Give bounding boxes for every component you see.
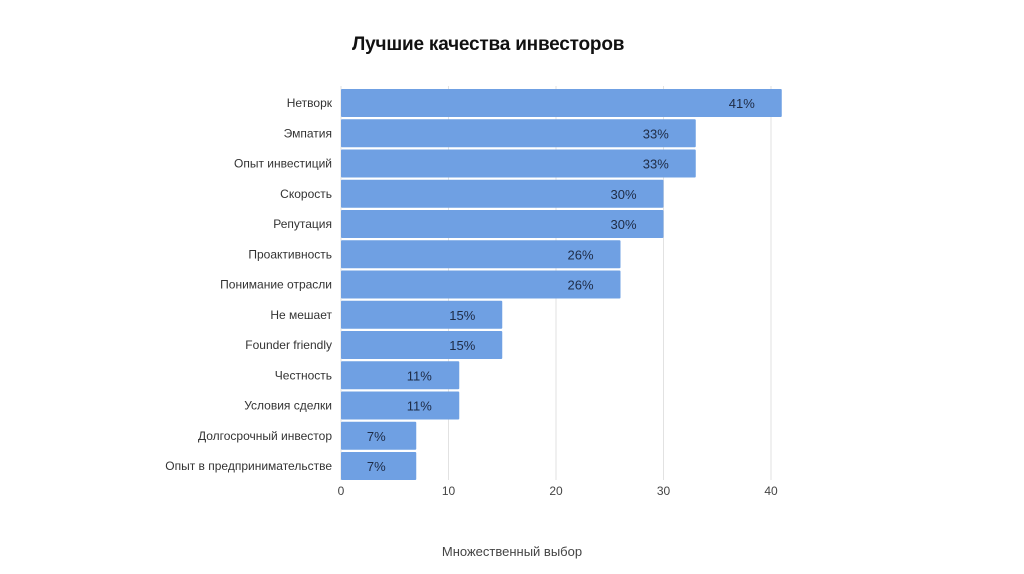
category-label: Не мешает (270, 308, 332, 322)
bar (341, 210, 664, 238)
chart-footer-note: Множественный выбор (441, 544, 583, 559)
category-label: Эмпатия (284, 126, 332, 140)
bar (341, 149, 696, 178)
category-label: Понимание отрасли (220, 278, 332, 292)
category-label: Честность (275, 368, 332, 382)
data-label: 33% (643, 126, 669, 141)
category-label: Репутация (273, 217, 332, 231)
data-label: 11% (407, 368, 432, 383)
bar (341, 361, 460, 390)
data-label: 7% (367, 429, 386, 444)
category-label: Скорость (280, 187, 332, 201)
x-tick-label: 10 (442, 484, 456, 498)
data-label: 11% (407, 399, 432, 414)
category-label: Опыт инвестиций (234, 157, 332, 171)
data-label: 30% (610, 217, 636, 232)
x-tick-label: 20 (549, 484, 563, 498)
x-tick-label: 30 (657, 484, 671, 498)
x-tick-label: 40 (764, 484, 778, 498)
bar (341, 179, 664, 208)
data-label: 7% (367, 459, 386, 474)
bar (341, 270, 621, 299)
bar (341, 300, 503, 329)
data-label: 26% (567, 278, 593, 293)
bar (341, 89, 782, 117)
bar (341, 421, 417, 450)
category-label: Нетворк (287, 96, 333, 110)
bar (341, 240, 621, 269)
data-label: 26% (567, 247, 593, 262)
data-label: 15% (449, 308, 475, 323)
category-label: Долгосрочный инвестор (198, 429, 332, 443)
data-label: 30% (610, 187, 636, 202)
data-label: 33% (643, 157, 669, 172)
bar (341, 391, 460, 420)
category-label: Условия сделки (244, 399, 332, 413)
x-tick-label: 0 (338, 484, 345, 498)
data-label: 15% (449, 338, 475, 353)
bar (341, 452, 417, 480)
chart-title: Лучшие качества инвесторов (352, 34, 625, 55)
category-label: Опыт в предпринимательстве (165, 459, 332, 473)
bar (341, 119, 696, 148)
category-label: Founder friendly (245, 338, 332, 352)
bar (341, 331, 503, 359)
category-label: Проактивность (248, 247, 332, 261)
data-label: 41% (729, 96, 755, 111)
